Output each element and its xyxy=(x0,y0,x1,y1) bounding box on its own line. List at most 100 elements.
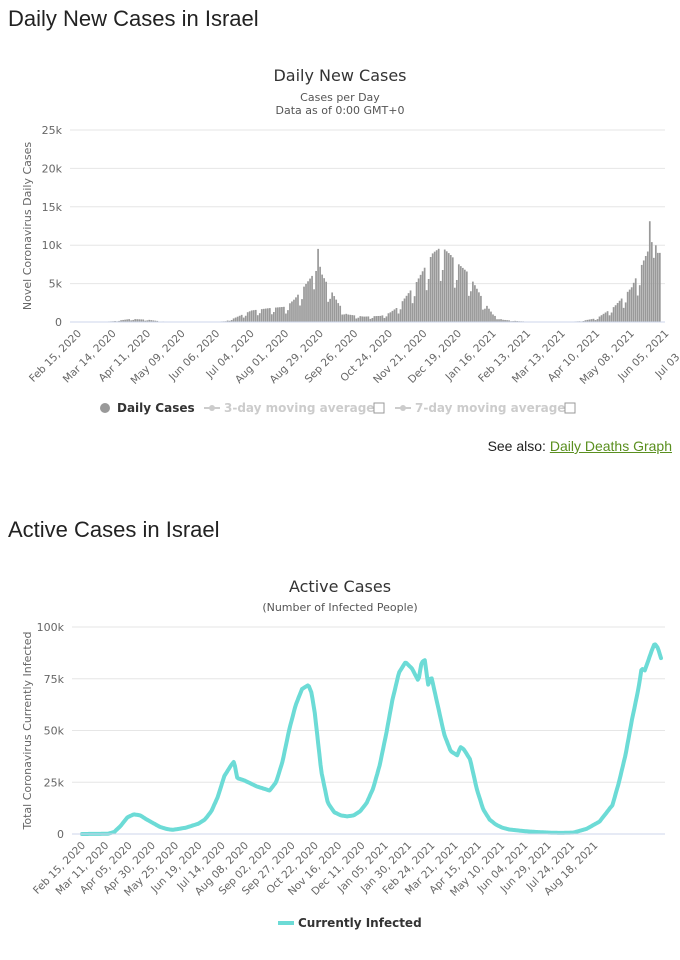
bar xyxy=(482,309,484,322)
legend-3day-average: 3-day moving average xyxy=(224,401,374,415)
bar xyxy=(283,306,285,322)
bar xyxy=(640,264,643,322)
bar xyxy=(331,292,334,322)
bar xyxy=(122,319,124,322)
bar xyxy=(409,290,412,322)
bar xyxy=(584,320,587,322)
bar xyxy=(266,308,269,322)
y-tick-label: 15k xyxy=(42,201,63,214)
y-tick-label: 100k xyxy=(37,621,65,634)
y-axis-label: Novel Coronavirus Daily Cases xyxy=(21,142,34,310)
bar xyxy=(492,314,494,322)
bar xyxy=(256,315,259,322)
bar xyxy=(413,296,416,322)
bar xyxy=(417,278,420,322)
see-also: See also: Daily Deaths Graph xyxy=(488,438,672,454)
bar xyxy=(355,318,358,322)
bar xyxy=(468,295,470,322)
bar xyxy=(419,274,422,322)
bar xyxy=(435,250,438,322)
bar xyxy=(238,315,241,322)
bar xyxy=(441,270,444,322)
bar xyxy=(268,308,271,322)
bar xyxy=(411,303,414,322)
bar xyxy=(367,316,370,322)
bar xyxy=(407,293,410,322)
bar xyxy=(264,308,267,322)
bar xyxy=(156,320,159,322)
bar xyxy=(650,242,653,322)
bar xyxy=(349,314,352,322)
bar xyxy=(375,316,378,322)
bar xyxy=(470,291,472,322)
bar xyxy=(275,307,277,322)
legend-3day-checkbox xyxy=(373,402,385,414)
bar xyxy=(347,314,350,322)
bar xyxy=(285,313,287,322)
bar xyxy=(437,248,440,322)
bar xyxy=(303,286,305,322)
bar xyxy=(494,315,496,322)
active-section-title: Active Cases in Israel xyxy=(8,517,220,542)
bar xyxy=(341,314,344,322)
bar xyxy=(138,319,141,322)
bar xyxy=(333,296,336,322)
bar xyxy=(488,308,490,322)
bar xyxy=(652,257,655,322)
bar xyxy=(327,301,329,322)
bar xyxy=(478,292,480,322)
legend-7day-checkbox xyxy=(564,402,576,414)
bar xyxy=(234,317,237,322)
daily-deaths-graph-link[interactable]: Daily Deaths Graph xyxy=(549,438,672,454)
bar xyxy=(602,313,605,322)
bar xyxy=(311,275,313,322)
bar xyxy=(391,310,394,322)
bar xyxy=(236,316,239,322)
bar xyxy=(345,313,348,322)
bar xyxy=(146,320,149,322)
active-cases-chart: Active Cases (Number of Infected People) 0… xyxy=(21,577,665,930)
bar xyxy=(321,274,323,322)
bar xyxy=(455,279,458,322)
bar xyxy=(365,316,368,322)
bar xyxy=(457,264,460,322)
bar xyxy=(385,316,388,322)
bar xyxy=(337,303,340,322)
bar xyxy=(586,319,589,322)
legend-daily-cases-marker xyxy=(100,403,110,413)
bar xyxy=(260,309,263,322)
bar xyxy=(273,312,275,322)
bar xyxy=(270,314,273,322)
y-tick-label: 50k xyxy=(44,725,65,738)
chart-subtitle: (Number of Infected People) xyxy=(262,601,417,614)
bar xyxy=(399,309,402,322)
bar xyxy=(232,318,235,322)
bar xyxy=(246,312,249,322)
bar xyxy=(616,302,619,322)
bar xyxy=(307,281,309,322)
chart-subtitle-2: Data as of 0:00 GMT+0 xyxy=(276,104,405,117)
bar xyxy=(279,307,281,322)
bar xyxy=(313,289,315,322)
bar xyxy=(124,319,126,322)
bar xyxy=(622,307,625,322)
bar xyxy=(387,313,390,322)
bar xyxy=(423,267,426,322)
bar xyxy=(484,308,486,322)
bar xyxy=(130,320,132,322)
legend-7day-marker xyxy=(400,405,406,411)
bar xyxy=(377,315,380,322)
bar xyxy=(433,251,436,322)
bar xyxy=(144,320,147,322)
bar xyxy=(476,288,478,322)
legend-currently-infected: Currently Infected xyxy=(298,916,422,930)
bar xyxy=(297,294,299,322)
bar xyxy=(120,320,122,322)
bar xyxy=(244,315,247,322)
bar xyxy=(262,308,265,322)
bar xyxy=(506,320,508,322)
bar xyxy=(228,320,231,322)
bar xyxy=(427,278,430,322)
daily-section-title: Daily New Cases in Israel xyxy=(8,6,259,31)
y-tick-label: 25k xyxy=(44,776,65,789)
